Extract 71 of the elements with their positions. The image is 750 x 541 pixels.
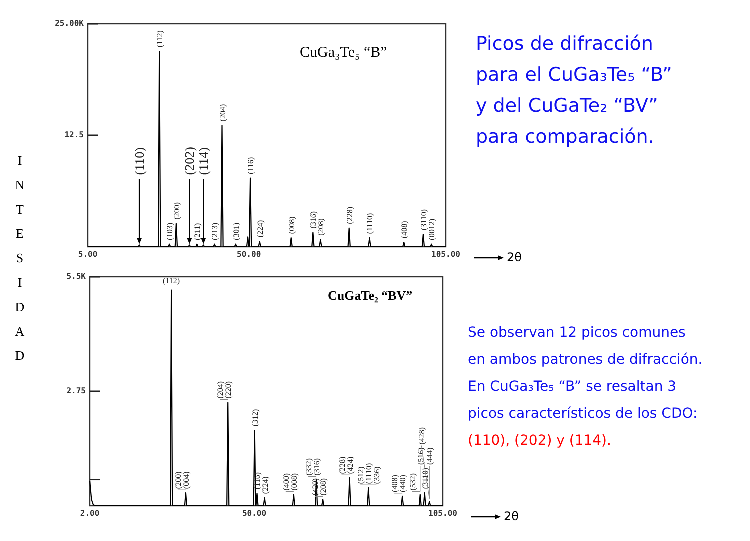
x-tick-label: 5.00	[78, 250, 98, 260]
annotation: (200)	[172, 202, 182, 220]
text: En CuGa₃Te₅ “B” se resaltan 3	[468, 379, 677, 395]
annotation: (312)	[250, 408, 260, 427]
x-tick-label: 50.00	[237, 250, 262, 260]
annotation: (008)	[290, 473, 299, 491]
x-axis-title: 2θ	[507, 250, 522, 264]
annotation: (116)	[253, 472, 262, 490]
text: Se observan 12 picos comunes	[468, 325, 686, 341]
text: INTESIDAD	[15, 153, 25, 364]
y-tick-label: 5.5K	[66, 272, 86, 282]
annotation: (444)	[426, 447, 435, 466]
annotation: (408)	[400, 220, 410, 239]
annotation: (332)	[304, 458, 314, 476]
annotation: (211)	[193, 222, 202, 240]
text: picos característicos de los CDO:	[468, 406, 698, 422]
annotation: (112)	[156, 30, 165, 48]
annotation: (408)	[390, 474, 400, 492]
text: en ambos patrones de difracción.	[468, 352, 703, 368]
annotation: (004)	[182, 471, 191, 490]
annotation: (008)	[287, 216, 296, 234]
line-series	[89, 290, 444, 507]
annotation: (116)	[246, 156, 256, 174]
x-axis-title: 2θ	[504, 509, 519, 524]
text: CuGa₃Te₅ “B”	[300, 45, 388, 61]
annotation: (336)	[372, 466, 382, 484]
text: y del CuGaTe₂ “BV”	[476, 95, 658, 117]
annotation: (0012)	[428, 218, 437, 240]
annotation: (316)	[312, 458, 322, 476]
annotation: (316)	[309, 211, 318, 229]
annotation: (516)	[416, 447, 426, 466]
text: Picos de difracción	[476, 33, 654, 55]
annotation: (3110)	[420, 468, 430, 490]
annotation: (1110)	[366, 213, 375, 234]
x-tick-label: 105.00	[428, 509, 458, 518]
annotation: (400)	[282, 473, 291, 491]
annotation: (424)	[346, 456, 355, 474]
annotation: (204)	[218, 104, 228, 122]
text: (110), (202) y (114).	[468, 433, 612, 449]
annotation: (220)	[224, 381, 234, 399]
annotation: (1110)	[364, 463, 374, 484]
text: para el CuGa₃Te₅ “B”	[476, 64, 672, 86]
annotation: (224)	[260, 476, 270, 494]
annotation: (110)	[132, 148, 148, 176]
text: CuGaTe₂ “BV”	[328, 288, 413, 303]
annotation: (213)	[210, 222, 220, 240]
annotation: (112)	[163, 276, 180, 286]
annotation: (202)	[182, 147, 198, 176]
annotation: (204)	[216, 381, 226, 399]
annotation: (3110)	[419, 209, 428, 231]
annotation: (208)	[316, 218, 326, 236]
annotation: (228)	[338, 456, 347, 474]
y-tick-label: 2.75	[66, 386, 86, 396]
x-tick-label: 105.00	[432, 250, 461, 260]
annotation: (420)	[311, 478, 320, 496]
annotation: (440)	[398, 474, 408, 492]
annotation: (228)	[345, 206, 354, 224]
x-tick-label: 2.00	[80, 509, 100, 518]
annotation: (428)	[418, 427, 427, 445]
y-tick-label: 25.00K	[55, 19, 84, 28]
y-tick-label: 12.5	[64, 130, 84, 140]
x-tick-label: 50.00	[242, 509, 267, 518]
annotation: (208)	[319, 478, 328, 496]
annotation: (200)	[174, 471, 183, 490]
annotation: (532)	[408, 473, 418, 491]
annotation: (224)	[256, 220, 265, 238]
annotation: (103)	[166, 222, 175, 240]
text: para comparación.	[476, 126, 654, 148]
annotation: (114)	[196, 148, 212, 176]
annotation: (512)	[356, 466, 366, 484]
annotation: (301)	[232, 222, 241, 240]
